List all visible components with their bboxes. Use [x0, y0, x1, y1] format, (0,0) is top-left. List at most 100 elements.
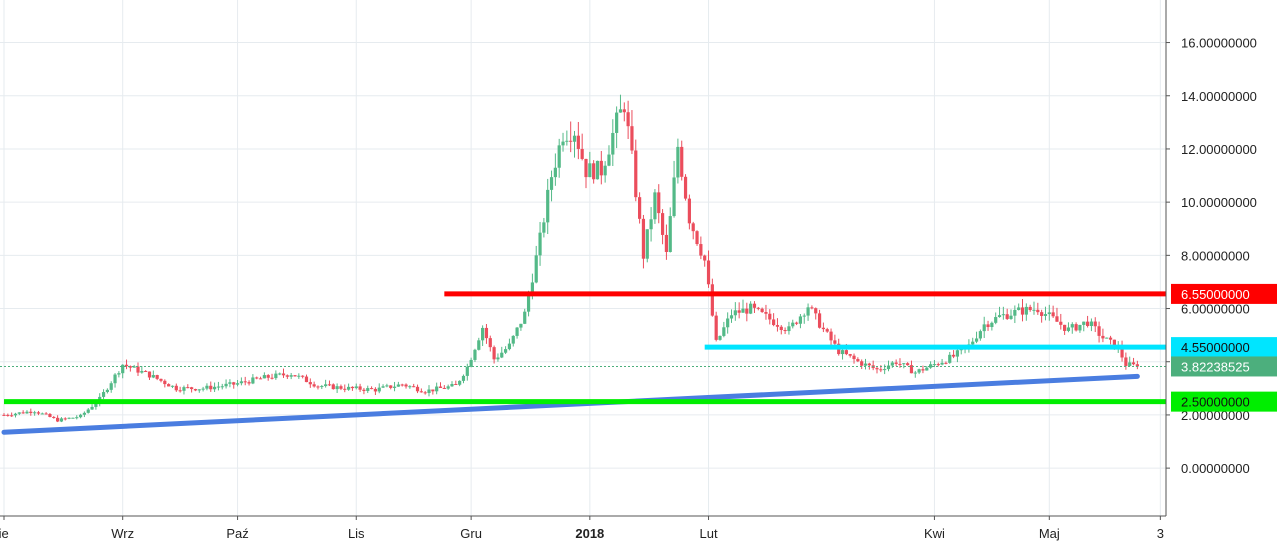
candle-body: [324, 384, 328, 387]
candle-body: [212, 386, 217, 390]
candle-body: [327, 384, 332, 386]
candle-body: [833, 340, 837, 344]
candle-body: [90, 406, 94, 410]
candle-body: [1047, 312, 1051, 315]
candle-body: [722, 327, 726, 336]
candle-body: [1020, 307, 1025, 315]
candle-body: [542, 222, 546, 233]
candle-body: [538, 232, 542, 256]
x-tick-label: Paź: [226, 526, 248, 541]
candle-body: [530, 282, 534, 296]
candle-body: [1005, 314, 1009, 319]
candle-body: [1082, 321, 1086, 325]
candle-body: [917, 369, 921, 373]
candle-body: [190, 387, 194, 390]
y-tick-label: 10.00000000: [1181, 195, 1257, 210]
candle-body: [764, 312, 768, 314]
candle-body: [216, 386, 221, 388]
candle-body: [622, 109, 626, 113]
candle-body: [40, 413, 44, 415]
candle-body: [649, 219, 653, 230]
candle-body: [170, 385, 175, 387]
candle-body: [653, 192, 657, 220]
candle-body: [10, 415, 14, 417]
candle-body: [1120, 346, 1124, 358]
candle-body: [488, 338, 492, 348]
candle-body: [124, 364, 129, 367]
x-tick-label: Lis: [348, 526, 365, 541]
candle-body: [860, 361, 864, 366]
x-tick-label: Gru: [460, 526, 482, 541]
candle-body: [105, 389, 109, 393]
candle-body: [101, 392, 106, 397]
candle-body: [507, 343, 512, 350]
candle-body: [1028, 306, 1032, 311]
candle-body: [768, 313, 772, 320]
candle-body: [21, 412, 25, 414]
candle-body: [840, 350, 845, 355]
candle-body: [1097, 326, 1101, 336]
candle-body: [52, 416, 56, 418]
candle-body: [863, 363, 868, 366]
candle-body: [82, 412, 87, 415]
candle-body: [814, 308, 818, 314]
candle-body: [638, 197, 642, 219]
candle-body: [56, 417, 60, 422]
candle-body: [592, 163, 596, 180]
candle-body: [883, 369, 887, 371]
candle-body: [182, 387, 186, 391]
candle-body: [1124, 357, 1128, 366]
candle-body: [193, 389, 198, 391]
candle-body: [848, 354, 852, 356]
candle-body: [936, 364, 940, 366]
candle-body: [1105, 337, 1109, 339]
x-tick-label: 3: [1157, 526, 1164, 541]
candle-body: [1032, 309, 1036, 311]
y-tick-label: 8.00000000: [1181, 248, 1250, 263]
candle-body: [500, 352, 504, 358]
candle-body: [1135, 364, 1139, 367]
candle-body: [209, 385, 213, 390]
candle-body: [714, 315, 718, 340]
candle-body: [228, 382, 232, 384]
y-tick-label: 16.00000000: [1181, 36, 1257, 51]
candle-body: [929, 364, 933, 368]
candle-body: [48, 413, 52, 417]
candle-body: [481, 327, 485, 341]
candle-body: [794, 322, 799, 324]
candle-body: [1036, 309, 1040, 313]
candle-body: [894, 362, 898, 364]
y-tick-label: 14.00000000: [1181, 89, 1257, 104]
candle-body: [1009, 315, 1013, 319]
candle-body: [944, 362, 948, 364]
candle-body: [350, 386, 355, 389]
x-tick-label: Sie: [0, 526, 9, 541]
last-price-label: 3.82238525: [1181, 359, 1250, 374]
candle-body: [140, 371, 144, 373]
candle-body: [641, 218, 646, 259]
candle-body: [412, 386, 416, 388]
candle-body: [603, 165, 607, 176]
y-tick-label: 6.00000000: [1181, 302, 1250, 317]
candle-body: [986, 324, 990, 328]
candle-body: [630, 126, 634, 151]
candle-body: [741, 308, 745, 313]
candle-body: [718, 335, 722, 340]
candle-body: [396, 384, 400, 387]
y-tick-label: 2.00000000: [1181, 408, 1250, 423]
candle-body: [634, 150, 638, 198]
candle-body: [147, 371, 152, 378]
candle-body: [1040, 312, 1044, 316]
candle-body: [366, 388, 370, 391]
candle-body: [699, 244, 703, 256]
candle-body: [400, 384, 404, 386]
candle-body: [373, 388, 378, 392]
candle-body: [63, 418, 67, 420]
level-label: 2.50000000: [1181, 395, 1250, 410]
candle-body: [224, 383, 228, 387]
candle-body: [909, 365, 914, 374]
candle-body: [389, 385, 393, 388]
candle-body: [534, 255, 538, 283]
candle-body: [304, 376, 309, 383]
level-label-bg: [1171, 283, 1277, 304]
